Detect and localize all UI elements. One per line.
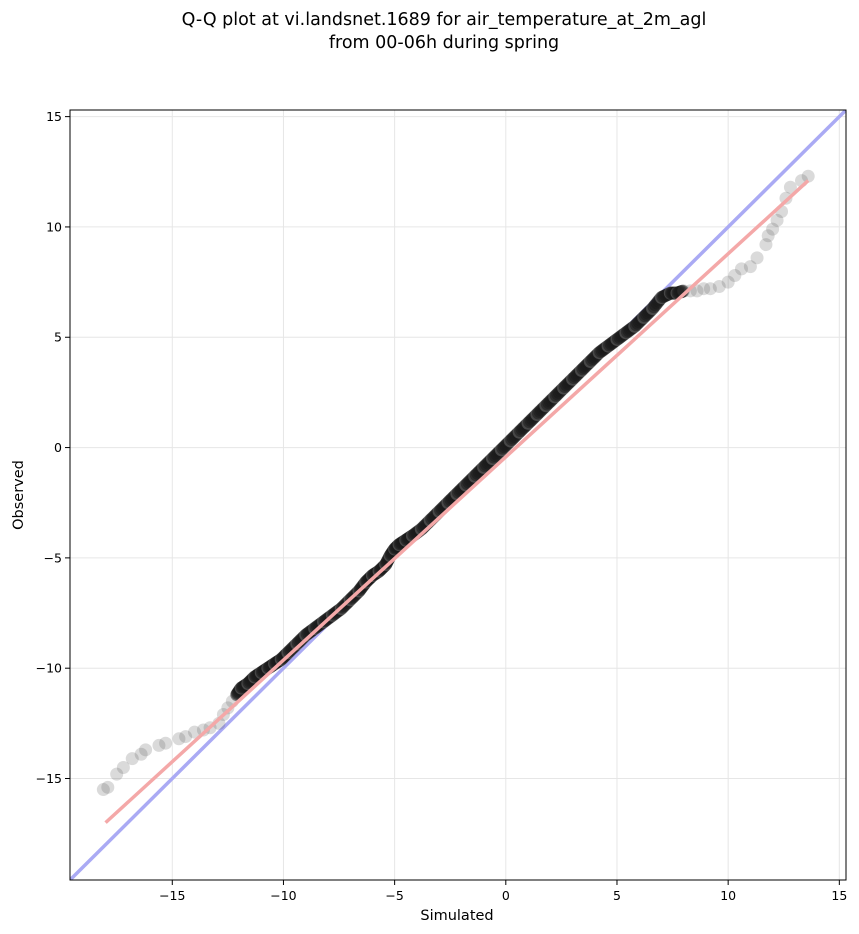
quantile-point	[139, 743, 153, 757]
quantile-point	[134, 747, 148, 761]
quantile-point	[110, 767, 124, 781]
quantile-point	[221, 701, 235, 715]
quantile-point	[728, 268, 742, 282]
quantile-point	[801, 169, 815, 183]
quantile-point	[779, 191, 793, 205]
data-points	[96, 169, 815, 797]
quantile-point	[152, 738, 166, 752]
plot-clip-group	[70, 110, 846, 880]
quantile-point	[759, 238, 773, 252]
quantile-point	[690, 284, 704, 298]
y-tick-label: 5	[54, 330, 62, 345]
quantile-point	[770, 213, 784, 227]
quantile-point	[721, 275, 735, 289]
quantile-point	[677, 284, 691, 298]
fit-line	[104, 179, 810, 824]
y-tick-label: −5	[44, 550, 62, 565]
y-axis-label: Observed	[11, 460, 27, 530]
y-tick-label: −15	[36, 771, 62, 786]
y-tick-label: 15	[46, 109, 62, 124]
x-tick-label: 0	[502, 888, 510, 903]
quantile-point	[96, 783, 110, 797]
quantile-point	[196, 723, 210, 737]
quantile-point	[766, 222, 780, 236]
x-tick-label: −15	[159, 888, 185, 903]
x-tick-label: −10	[270, 888, 296, 903]
x-axis: −15 −10 −5 0 5 10 15	[159, 880, 847, 903]
quantile-point	[116, 760, 130, 774]
y-tick-label: −10	[36, 661, 62, 676]
chart-title: Q-Q plot at vi.landsnet.1689 for air_tem…	[182, 10, 707, 30]
quantile-point	[743, 260, 757, 274]
quantile-point	[761, 229, 775, 243]
plot-frame	[69, 109, 847, 881]
grid-lines	[70, 110, 846, 880]
quantile-point	[159, 736, 173, 750]
chart-subtitle: from 00-06h during spring	[329, 33, 559, 53]
y-tick-label: 0	[54, 440, 62, 455]
quantile-point	[172, 732, 186, 746]
quantile-point	[783, 180, 797, 194]
x-tick-label: 15	[831, 888, 847, 903]
quantile-point	[734, 262, 748, 276]
quantile-point	[101, 780, 115, 794]
y-axis: −15 −10 −5 0 5 10 15	[36, 109, 70, 786]
quantile-point	[125, 752, 139, 766]
x-tick-label: 5	[613, 888, 621, 903]
x-tick-label: 10	[720, 888, 736, 903]
quantile-point	[179, 730, 193, 744]
x-axis-label: Simulated	[420, 908, 493, 924]
x-tick-label: −5	[385, 888, 403, 903]
fit-line-group	[104, 179, 810, 824]
quantile-point	[188, 725, 202, 739]
y-tick-label: 10	[46, 219, 62, 234]
quantile-point	[750, 251, 764, 265]
quantile-point	[697, 282, 711, 296]
quantile-point	[703, 282, 717, 296]
quantile-point	[712, 280, 726, 294]
